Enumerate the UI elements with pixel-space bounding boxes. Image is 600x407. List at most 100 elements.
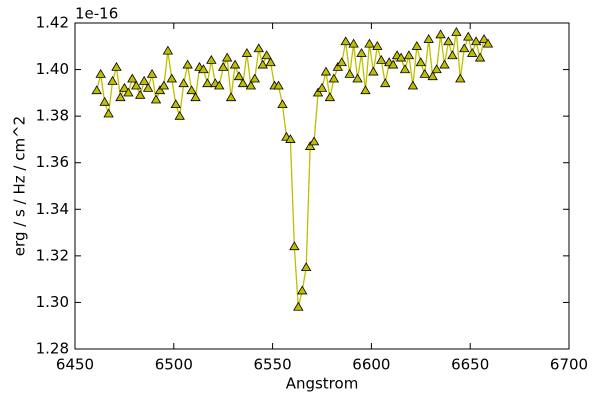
data-point: [439, 59, 450, 69]
data-point: [399, 64, 411, 74]
data-point: [466, 47, 478, 57]
data-point: [360, 85, 371, 95]
data-point: [423, 34, 434, 43]
data-point: [115, 92, 126, 102]
data-point: [206, 54, 217, 64]
data-point: [245, 80, 257, 90]
series-line: [96, 32, 489, 308]
data-point: [131, 80, 142, 90]
data-point: [285, 134, 296, 143]
data-point: [376, 54, 387, 64]
data-point: [419, 68, 430, 78]
data-point: [103, 108, 114, 118]
data-point: [257, 59, 268, 69]
data-point: [297, 285, 308, 295]
data-point: [166, 73, 178, 83]
y-tick-label: 1.32: [36, 246, 69, 264]
data-point: [415, 57, 426, 67]
data-point: [447, 50, 458, 60]
data-point: [431, 64, 442, 74]
data-point: [253, 43, 264, 53]
data-point: [336, 57, 347, 67]
y-axis-label: erg / s / Hz / cm^2: [11, 116, 29, 256]
data-point: [372, 40, 383, 50]
data-point: [91, 85, 102, 95]
x-tick-label: 6600: [352, 356, 390, 374]
data-point: [198, 64, 209, 74]
data-point: [328, 73, 340, 83]
x-tick-label: 6450: [56, 356, 94, 374]
data-point: [146, 68, 158, 78]
data-point: [293, 301, 304, 311]
data-point: [320, 66, 332, 76]
x-tick-label: 6700: [550, 356, 588, 374]
data-point: [233, 71, 245, 81]
data-point: [403, 50, 415, 60]
data-point: [182, 59, 193, 69]
data-point: [237, 78, 249, 88]
data-point: [158, 80, 170, 90]
data-point: [300, 262, 312, 272]
data-point: [407, 80, 419, 90]
data-point: [135, 89, 146, 99]
data-point: [395, 52, 407, 62]
data-point: [344, 68, 355, 78]
data-point: [368, 66, 379, 76]
data-point: [356, 47, 367, 57]
data-point: [178, 78, 189, 88]
data-point: [111, 61, 122, 71]
data-point: [364, 38, 375, 48]
data-point: [470, 36, 482, 46]
data-point: [443, 36, 454, 46]
data-point: [380, 78, 391, 88]
data-point: [478, 34, 490, 43]
data-point: [107, 75, 118, 85]
data-point: [265, 57, 276, 67]
plot-frame: [74, 22, 570, 350]
data-point: [138, 75, 150, 85]
data-point: [304, 141, 316, 150]
data-point: [123, 87, 134, 97]
data-point: [427, 71, 438, 81]
data-point: [352, 73, 363, 83]
data-point: [261, 50, 272, 60]
data-point: [463, 31, 474, 41]
data-point: [459, 43, 470, 53]
y-tick-label: 1.42: [36, 14, 69, 32]
y-tick-label: 1.30: [36, 293, 69, 311]
data-point: [474, 52, 486, 62]
data-point: [249, 73, 261, 83]
data-point: [273, 80, 284, 90]
y-tick-label: 1.36: [36, 153, 69, 171]
y-tick-label: 1.34: [36, 200, 69, 218]
data-point: [174, 110, 185, 120]
data-point: [482, 38, 494, 48]
data-point: [186, 85, 197, 95]
data-point: [289, 241, 300, 251]
data-point: [435, 29, 446, 39]
y-tick-label: 1.38: [36, 107, 69, 125]
data-point: [411, 40, 423, 50]
data-point: [229, 59, 241, 69]
x-tick-label: 6550: [254, 356, 292, 374]
data-point: [312, 87, 324, 97]
x-axis-label: Angstrom: [286, 375, 359, 393]
data-point: [214, 80, 225, 90]
data-point: [324, 92, 336, 102]
data-point: [95, 68, 106, 78]
data-point: [332, 61, 344, 71]
data-point: [316, 82, 328, 92]
data-point: [218, 61, 229, 71]
x-tick-label: 6650: [451, 356, 489, 374]
data-point: [221, 52, 233, 62]
data-point: [162, 45, 174, 55]
data-point: [170, 99, 181, 109]
data-point: [348, 38, 359, 48]
data-point: [190, 92, 201, 102]
data-point: [455, 73, 466, 83]
data-point: [154, 85, 166, 95]
data-point: [142, 82, 154, 92]
y-tick-label: 1.40: [36, 60, 69, 78]
data-point: [225, 92, 237, 102]
data-point: [387, 59, 399, 69]
